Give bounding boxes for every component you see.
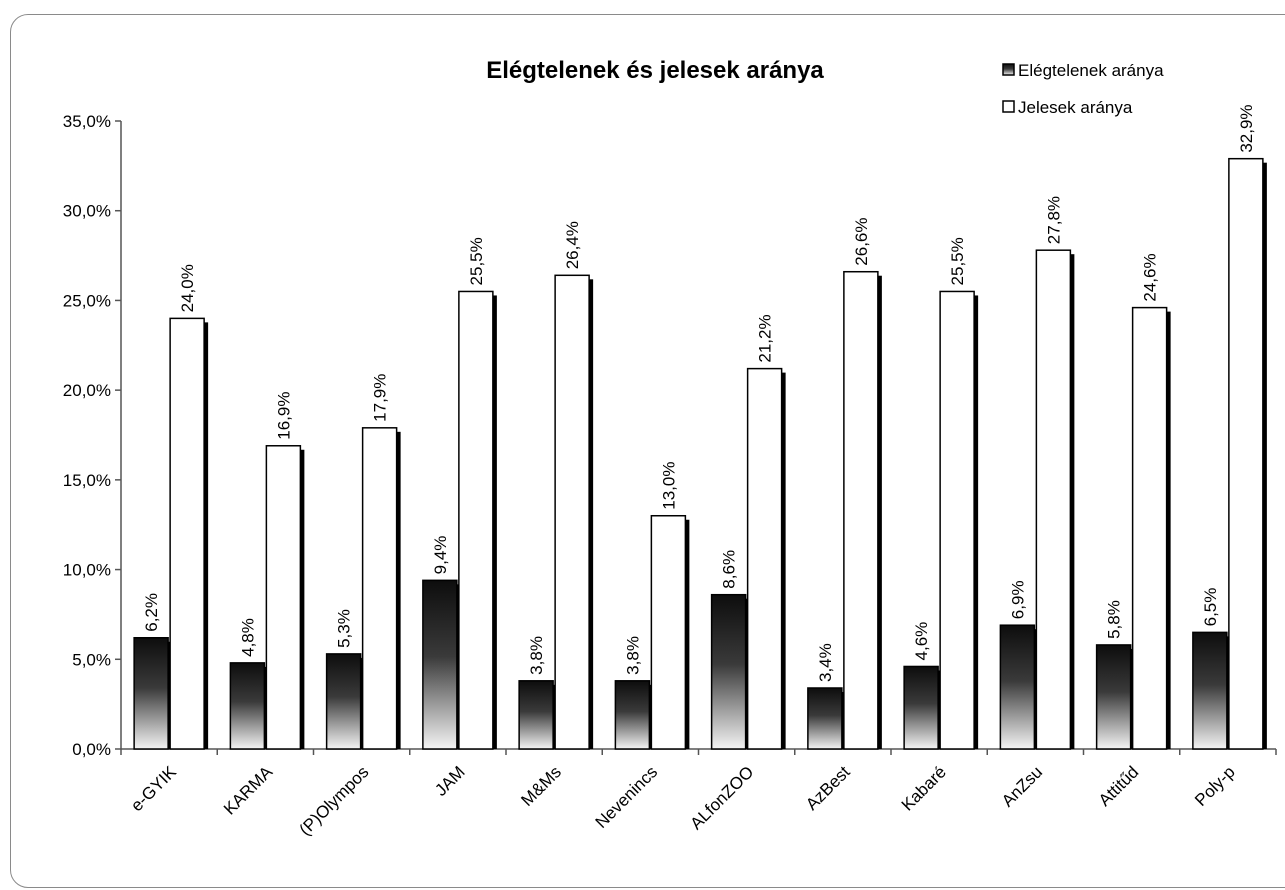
- x-tick-label: ALfonZOO: [687, 762, 758, 833]
- data-label: 17,9%: [371, 374, 390, 422]
- y-tick-label: 15,0%: [63, 471, 111, 490]
- bar-failing: [518, 680, 554, 750]
- bar-excellent: [650, 514, 687, 750]
- legend-label-excellent: Jelesek aránya: [1018, 98, 1133, 117]
- bars: [133, 157, 1267, 750]
- bar-failing: [903, 665, 939, 750]
- data-labels: 6,2% 24,0% 4,8% 16,9% 5,3% 17,9% 9,4% 25,5% 3,8%…: [142, 104, 1256, 682]
- legend-label-failing: Elégtelenek aránya: [1018, 61, 1164, 80]
- data-label: 3,8%: [623, 636, 642, 675]
- x-tick-label: Kabaré: [898, 762, 950, 814]
- data-label: 16,9%: [274, 392, 293, 440]
- bar-failing: [710, 593, 747, 750]
- data-label: 6,9%: [1008, 580, 1027, 619]
- bar-excellent: [169, 317, 205, 750]
- bar-excellent: [265, 445, 302, 750]
- bar-excellent: [458, 290, 494, 750]
- data-label: 3,4%: [816, 643, 835, 682]
- bar-failing: [229, 662, 266, 750]
- bar-excellent: [746, 367, 783, 750]
- data-label: 8,6%: [720, 550, 739, 589]
- data-label: 25,5%: [948, 237, 967, 285]
- data-label: 5,3%: [335, 609, 354, 648]
- y-tick-label: 30,0%: [63, 202, 111, 221]
- data-label: 26,6%: [852, 218, 871, 266]
- bar-excellent: [361, 427, 398, 750]
- x-tick-label: AnZsu: [998, 762, 1046, 810]
- x-tick-label: JAM: [431, 762, 468, 799]
- y-tick-label: 35,0%: [63, 112, 111, 131]
- data-label: 32,9%: [1237, 104, 1256, 152]
- legend-swatch-excellent: [1002, 100, 1015, 113]
- x-tick-label: (P)Olympos: [296, 762, 373, 839]
- data-label: 25,5%: [467, 237, 486, 285]
- data-label: 5,8%: [1105, 600, 1124, 639]
- x-tick-label: KARMA: [220, 762, 277, 819]
- bar-failing: [422, 579, 458, 750]
- legend: Elégtelenek aránya Jelesek aránya: [1002, 61, 1164, 117]
- y-tick-label: 0,0%: [72, 740, 111, 759]
- bar-excellent: [554, 274, 590, 750]
- data-label: 3,8%: [527, 636, 546, 675]
- chart-title: Elégtelenek és jelesek aránya: [486, 57, 824, 84]
- y-tick-label: 20,0%: [63, 381, 111, 400]
- data-label: 4,8%: [238, 618, 257, 657]
- x-tick-label: AzBest: [802, 762, 854, 814]
- bar-excellent: [1228, 157, 1264, 750]
- data-label: 24,0%: [178, 264, 197, 312]
- data-label: 13,0%: [659, 462, 678, 510]
- bar-failing: [1095, 644, 1132, 750]
- bar-failing: [133, 637, 169, 750]
- x-tick-label: e-GYIK: [127, 762, 180, 815]
- x-tick-label: Attitűd: [1095, 762, 1143, 810]
- data-label: 6,2%: [142, 593, 161, 632]
- y-tick-label: 5,0%: [72, 650, 111, 669]
- data-label: 6,5%: [1201, 588, 1220, 627]
- data-label: 27,8%: [1044, 196, 1063, 244]
- bar-failing: [1192, 631, 1228, 750]
- data-label: 21,2%: [756, 314, 775, 362]
- bar-excellent: [843, 270, 879, 750]
- bar-failing: [807, 687, 843, 750]
- x-tick-label: Poly-p: [1191, 762, 1239, 810]
- bar-excellent: [1035, 249, 1072, 750]
- data-label: 4,6%: [912, 622, 931, 661]
- y-tick-label: 25,0%: [63, 291, 111, 310]
- data-label: 9,4%: [431, 536, 450, 575]
- data-label: 26,4%: [563, 221, 582, 269]
- legend-swatch-failing: [1002, 63, 1015, 76]
- bar-failing: [325, 653, 362, 750]
- y-tick-label: 10,0%: [63, 561, 111, 580]
- data-label: 24,6%: [1141, 253, 1160, 301]
- x-tick-label: Nevenincs: [592, 762, 662, 832]
- x-tick-label: M&Ms: [517, 762, 564, 809]
- bar-excellent: [939, 290, 975, 750]
- bar-failing: [999, 624, 1036, 750]
- bar-excellent: [1131, 306, 1168, 750]
- bar-failing: [614, 680, 651, 750]
